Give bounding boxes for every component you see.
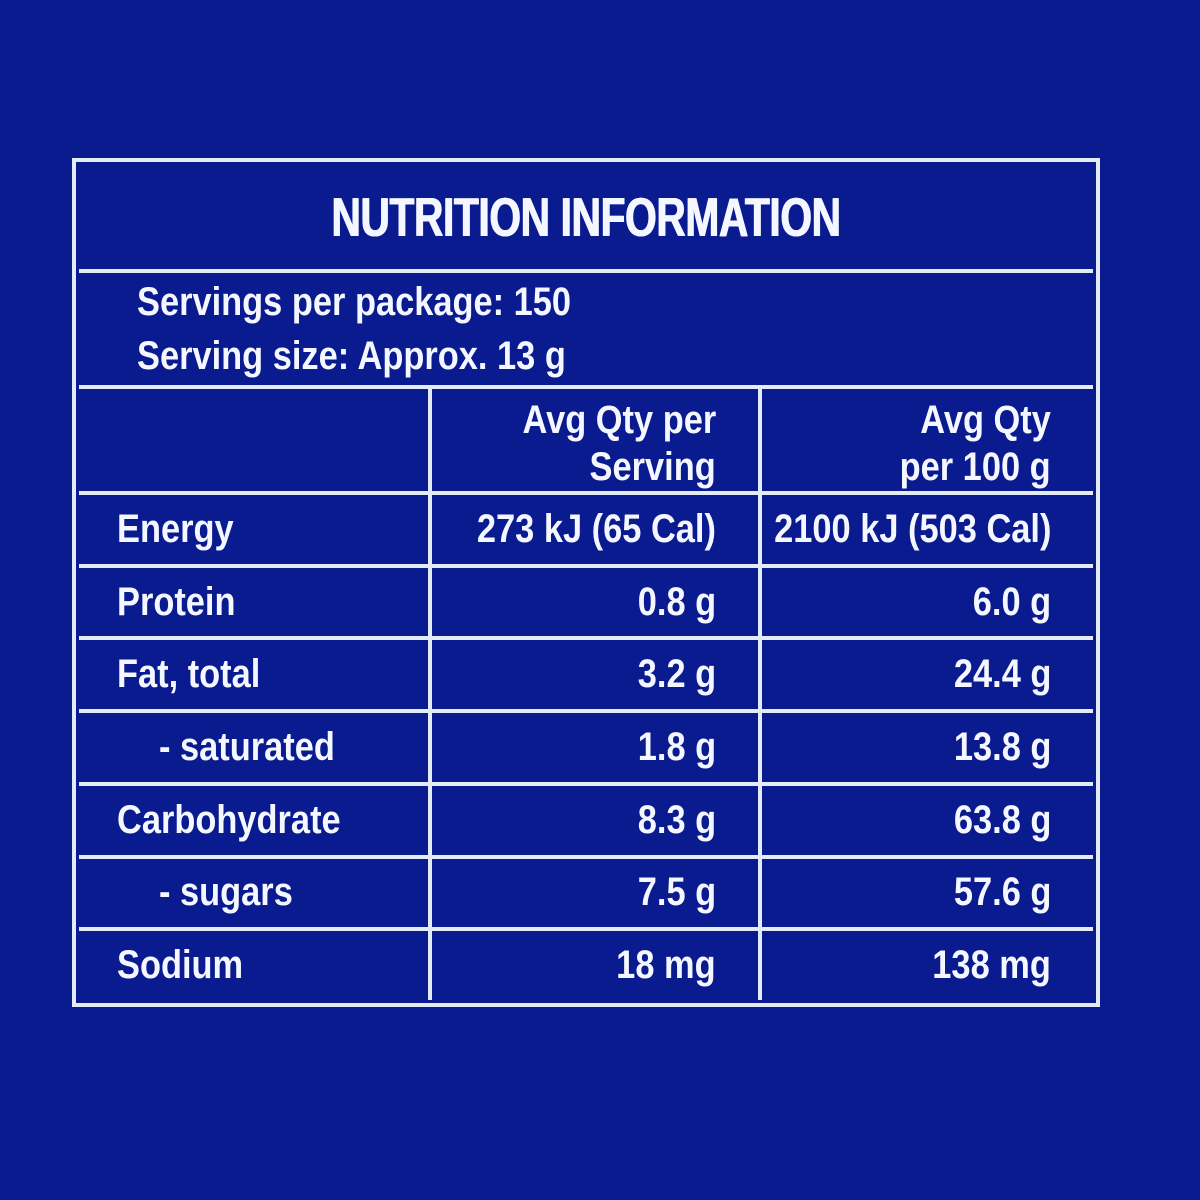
- nutrition-table: NUTRITION INFORMATION Servings per packa…: [79, 165, 1093, 1000]
- header-per-100g-line1: Avg Qty: [920, 398, 1051, 442]
- row-label-protein: Protein: [79, 567, 428, 637]
- nutrition-panel: NUTRITION INFORMATION Servings per packa…: [72, 158, 1100, 1007]
- value-sugars-per-serving: 7.5 g: [432, 858, 758, 928]
- header-avg-qty-per-serving: Avg Qty per Serving: [432, 389, 758, 491]
- value-sodium-per-serving: 18 mg: [432, 931, 758, 1000]
- row-label-fat-total: Fat, total: [79, 640, 428, 710]
- header-per-100g-line2: per 100 g: [899, 445, 1051, 489]
- serving-info-section: Servings per package: 150 Serving size: …: [79, 273, 1093, 385]
- panel-title-text: NUTRITION INFORMATION: [331, 186, 841, 248]
- row-label-saturated: - saturated: [79, 713, 428, 782]
- value-carbohydrate-per-serving: 8.3 g: [432, 785, 758, 855]
- header-blank-cell: [79, 389, 428, 491]
- header-avg-qty-per-100g: Avg Qty per 100 g: [762, 389, 1093, 491]
- value-sodium-per-100g: 138 mg: [762, 931, 1093, 1000]
- panel-title: NUTRITION INFORMATION: [79, 165, 1093, 269]
- row-label-sodium: Sodium: [79, 931, 428, 1000]
- row-label-energy: Energy: [79, 495, 428, 564]
- row-label-carbohydrate: Carbohydrate: [79, 785, 428, 855]
- value-saturated-per-serving: 1.8 g: [432, 713, 758, 782]
- value-fat-total-per-serving: 3.2 g: [432, 640, 758, 710]
- value-protein-per-serving: 0.8 g: [432, 567, 758, 637]
- value-sugars-per-100g: 57.6 g: [762, 858, 1093, 928]
- header-per-serving-line2: Serving: [589, 445, 716, 489]
- value-fat-total-per-100g: 24.4 g: [762, 640, 1093, 710]
- serving-size: Serving size: Approx. 13 g: [137, 334, 566, 378]
- value-carbohydrate-per-100g: 63.8 g: [762, 785, 1093, 855]
- value-saturated-per-100g: 13.8 g: [762, 713, 1093, 782]
- header-per-serving-line1: Avg Qty per: [522, 398, 716, 442]
- servings-per-package: Servings per package: 150: [137, 280, 572, 324]
- value-energy-per-100g: 2100 kJ (503 Cal): [762, 495, 1093, 564]
- row-label-sugars: - sugars: [79, 858, 428, 928]
- value-protein-per-100g: 6.0 g: [762, 567, 1093, 637]
- value-energy-per-serving: 273 kJ (65 Cal): [432, 495, 758, 564]
